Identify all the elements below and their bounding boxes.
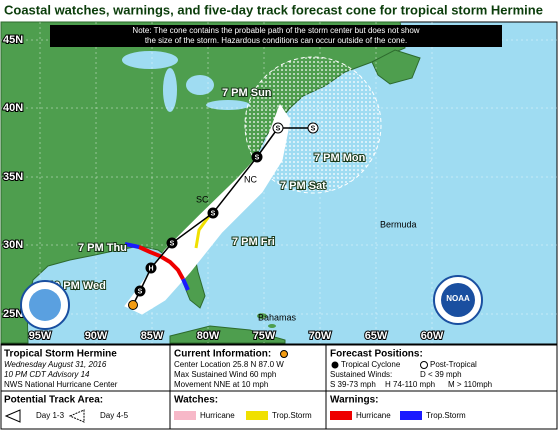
forecast-label: 7 PM Fri <box>232 236 275 248</box>
watches-heading: Watches: <box>174 395 218 406</box>
hurricane-watch-swatch <box>174 411 196 420</box>
track-marker <box>166 237 178 249</box>
current-movement: Movement NNE at 10 mph <box>174 380 268 389</box>
track-marker <box>207 207 219 219</box>
warn-hurricane: Hurricane <box>356 411 391 420</box>
wind-h: H 74-110 mph <box>385 380 435 389</box>
place-label: Bahamas <box>258 312 297 322</box>
lat-label: 35N <box>3 171 23 183</box>
track-marker <box>251 151 263 163</box>
lon-label: 60W <box>421 330 444 342</box>
nws-logo <box>20 280 70 330</box>
track-marker-label: S <box>311 125 316 132</box>
current-heading: Current Information: <box>174 349 271 360</box>
tropical-icon <box>331 361 339 369</box>
title: Coastal watches, warnings, and five-day … <box>4 2 543 17</box>
lon-label: 80W <box>197 330 220 342</box>
track-marker <box>272 122 284 134</box>
lon-label: 75W <box>253 330 276 342</box>
forecast-heading: Forecast Positions: <box>330 349 423 360</box>
map: S H S S S S S Note: The cone contains the prob… <box>0 21 558 345</box>
watch-hurricane: Hurricane <box>200 411 235 420</box>
track-heading: Potential Track Area: <box>4 395 103 406</box>
ts-warning-swatch <box>400 411 422 420</box>
watch-ts: Trop.Storm <box>272 411 312 420</box>
track-marker-label: S <box>276 125 281 132</box>
forecast-label: 7 PM Mon <box>314 152 366 164</box>
current-icon <box>280 350 288 358</box>
forecast-label: 7 PM Sat <box>280 180 326 192</box>
warn-ts: Trop.Storm <box>426 411 466 420</box>
day13: Day 1-3 <box>36 411 65 420</box>
logo-text: NOAA <box>446 294 470 303</box>
storm-date: Wednesday August 31, 2016 <box>4 360 107 369</box>
ts-watch <box>194 211 214 249</box>
day45: Day 4-5 <box>100 411 129 420</box>
lon-label: 65W <box>365 330 388 342</box>
info-panel: Tropical Storm Hermine Wednesday August … <box>0 344 558 430</box>
current-position <box>128 300 138 310</box>
note-line: Note: The cone contains the probable pat… <box>132 26 419 35</box>
lat-label: 45N <box>3 34 23 46</box>
track-marker-label: S <box>138 288 143 295</box>
forecast-label: 7 PM Thu <box>78 242 127 254</box>
place-label: Bermuda <box>380 219 417 229</box>
lat-label: 30N <box>3 239 23 251</box>
wind-m: M > 110mph <box>448 380 492 389</box>
lon-label: 95W <box>29 330 52 342</box>
hurricane-warning-swatch <box>330 411 352 420</box>
lon-label: 90W <box>85 330 108 342</box>
current-wind: Max Sustained Wind 60 mph <box>174 370 276 379</box>
noaa-logo: NOAA <box>433 275 483 325</box>
storm-name: Tropical Storm Hermine <box>4 349 117 360</box>
forecast-post: Post-Tropical <box>430 360 477 369</box>
storm-advisory: 10 PM CDT Advisory 14 <box>4 370 90 379</box>
track-marker <box>307 122 319 134</box>
warnings-heading: Warnings: <box>330 395 379 406</box>
lat-label: 25N <box>3 308 23 320</box>
ts-warning <box>181 278 190 291</box>
ts-warning <box>124 242 140 249</box>
note-line: the size of the storm. Hazardous conditi… <box>145 36 407 45</box>
lon-label: 70W <box>309 330 332 342</box>
track-marker <box>134 285 146 297</box>
current-location: Center Location 25.8 N 87.0 W <box>174 360 284 369</box>
track-marker-label: S <box>211 210 216 217</box>
place-label: NC <box>244 174 257 184</box>
forecast-tropical: Tropical Cyclone <box>341 360 401 369</box>
ts-watch-swatch <box>246 411 268 420</box>
storm-office: NWS National Hurricane Center <box>4 380 118 389</box>
track-marker-label: S <box>170 240 175 247</box>
wind-d: D < 39 mph <box>420 370 462 379</box>
track-marker-label: S <box>255 154 260 161</box>
note-box <box>50 25 502 47</box>
lat-label: 40N <box>3 102 23 114</box>
day13-icon <box>4 409 21 423</box>
place-label: SC <box>196 194 209 204</box>
track-marker-label: H <box>148 265 153 272</box>
forecast-label: 7 PM Sun <box>222 87 272 99</box>
winds-heading: Sustained Winds: <box>330 370 392 379</box>
track-marker <box>145 262 157 274</box>
day45-icon <box>68 409 85 423</box>
post-tropical-icon <box>420 361 428 369</box>
hurricane-warning <box>138 245 185 280</box>
lon-label: 85W <box>141 330 164 342</box>
wind-s: S 39-73 mph <box>330 380 376 389</box>
